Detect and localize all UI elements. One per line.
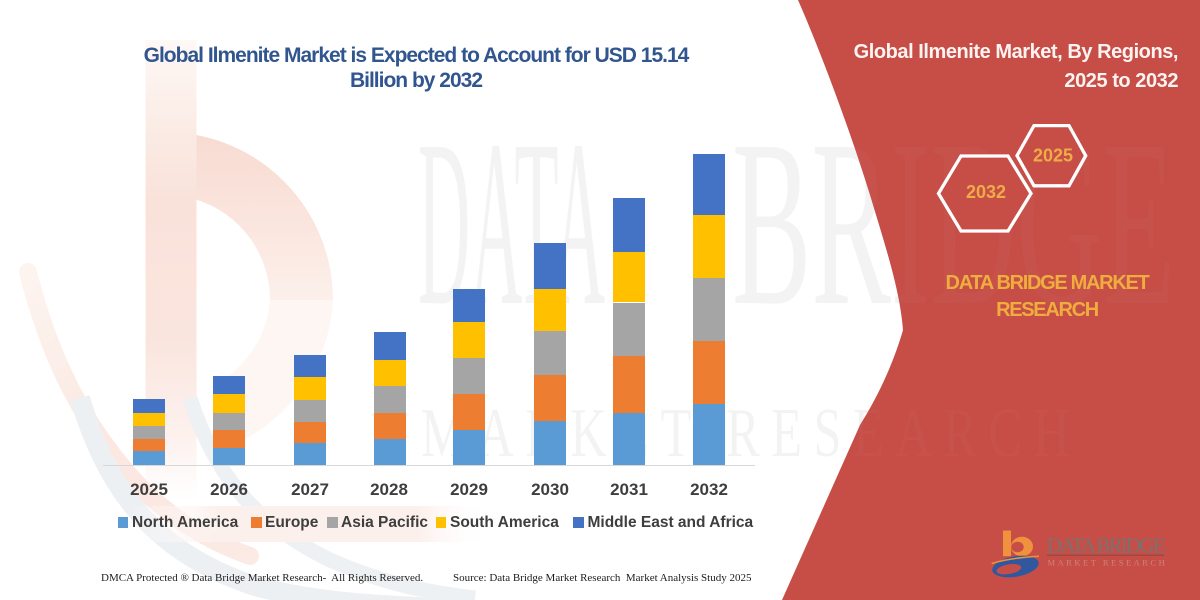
svg-text:DATA BRIDGE: DATA BRIDGE [1047, 534, 1165, 558]
svg-text:DATA: DATA [418, 92, 605, 356]
svg-text:MARKET RESEARCH: MARKET RESEARCH [1048, 558, 1168, 568]
svg-text:MARKET RESEARCH: MARKET RESEARCH [421, 395, 1081, 472]
svg-text:2032: 2032 [966, 182, 1006, 202]
svg-text:2025: 2025 [1033, 146, 1073, 166]
